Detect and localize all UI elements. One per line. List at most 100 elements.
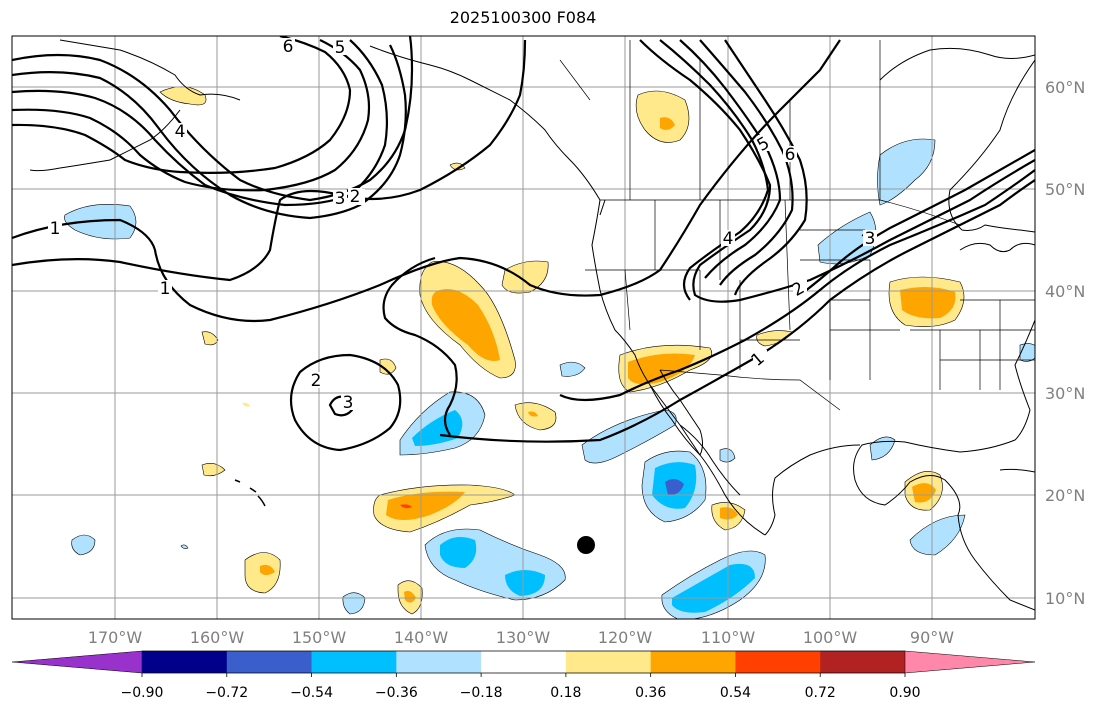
contour-label: 3 xyxy=(865,229,876,249)
contour-label: 6 xyxy=(283,37,294,57)
colorbar-bin xyxy=(311,651,397,673)
positive-anomaly-area xyxy=(449,162,466,171)
colorbar-bin xyxy=(565,651,652,673)
positive-anomaly-area xyxy=(386,491,465,520)
positive-anomaly-area xyxy=(260,564,275,575)
positive-anomaly-area xyxy=(900,286,956,319)
colorbar-tick-label: 0.90 xyxy=(889,685,920,701)
negative-anomaly-area xyxy=(909,514,966,556)
longitude-labels: 170°W 160°W 150°W 140°W 130°W 120°W 110°W 100°W… xyxy=(88,628,954,647)
state-borders xyxy=(585,199,1035,390)
contour-line xyxy=(659,39,770,301)
positive-anomaly-area xyxy=(379,358,397,375)
colorbar-bin xyxy=(396,651,482,673)
colorbar-labels: −0.90 −0.72 −0.54 −0.36 −0.18 0.18 0.36 0.54 0.7… xyxy=(121,673,921,701)
contour-line xyxy=(12,39,371,192)
colorbar xyxy=(11,650,1036,674)
positive-anomaly-area xyxy=(201,331,219,346)
contour-label: 3 xyxy=(343,393,354,413)
colorbar-bin xyxy=(650,651,736,673)
alaska-coastline xyxy=(29,39,241,172)
negative-anomaly-area xyxy=(440,536,477,568)
map-frame xyxy=(11,35,1036,620)
contour-label-background xyxy=(281,38,295,54)
contour-label: 1 xyxy=(160,279,171,299)
negative-anomaly-area xyxy=(180,544,189,549)
contour-line xyxy=(679,39,782,279)
contour-line xyxy=(12,36,352,174)
negative-anomaly-area xyxy=(505,570,545,596)
latitude-label: 50°N xyxy=(1045,180,1085,199)
negative-anomaly-area xyxy=(672,563,755,613)
colorbar-tick-label: 0.54 xyxy=(720,685,751,701)
negative-anomaly-area xyxy=(559,361,586,377)
hawaii-islands xyxy=(234,479,266,507)
positive-anomaly-area xyxy=(201,463,226,477)
colorbar-tick-label: −0.54 xyxy=(290,685,333,701)
contour-label-background xyxy=(721,230,735,246)
longitude-label: 130°W xyxy=(496,628,551,647)
longitude-label: 160°W xyxy=(190,628,245,647)
contour-line xyxy=(439,179,1035,443)
contour-line xyxy=(12,44,407,220)
colorbar-tick-label: −0.36 xyxy=(375,685,418,701)
colorbar-tick-label: −0.72 xyxy=(205,685,248,701)
contour-label-background xyxy=(348,188,362,204)
latitude-label: 40°N xyxy=(1045,282,1085,301)
longitude-label: 140°W xyxy=(394,628,449,647)
positive-anomaly-area xyxy=(635,90,690,143)
latitude-label: 10°N xyxy=(1045,589,1085,608)
positive-anomaly-area xyxy=(242,402,250,407)
latitude-label: 30°N xyxy=(1045,384,1085,403)
colorbar-bin xyxy=(481,651,567,673)
colorbar-bin xyxy=(142,651,228,673)
colorbar-extend-high xyxy=(904,650,1036,674)
us-mexico-border xyxy=(659,369,841,411)
contour-label-background xyxy=(753,350,767,366)
contour-label-background xyxy=(48,220,62,236)
latitude-label: 60°N xyxy=(1045,78,1085,97)
positive-anomaly-area xyxy=(912,483,936,503)
contour-label-background xyxy=(793,280,807,296)
contour-label: 4 xyxy=(175,122,186,142)
contour-label-background xyxy=(783,146,797,162)
hudson-coastline xyxy=(879,47,1035,81)
contour-label: 6 xyxy=(785,145,796,165)
baja-coastline xyxy=(649,369,703,456)
contour-line xyxy=(12,39,389,207)
negative-anomaly-area xyxy=(1019,343,1035,362)
contour-label-background xyxy=(173,123,187,139)
positive-anomaly-area xyxy=(660,117,675,130)
contour-label-background xyxy=(333,39,347,55)
positive-anomaly-area xyxy=(528,411,538,417)
contour-line xyxy=(559,169,1035,402)
contour-line xyxy=(289,353,402,452)
contour-line xyxy=(382,256,458,436)
colorbar-tick-label: 0.18 xyxy=(550,685,581,701)
longitude-label: 110°W xyxy=(701,628,756,647)
colorbar-outline xyxy=(142,650,905,674)
contour-label-background xyxy=(309,372,323,388)
longitude-label: 170°W xyxy=(88,628,143,647)
colorbar-bin xyxy=(226,651,313,673)
contour-label-background xyxy=(158,280,172,296)
colorbar-extend-low xyxy=(11,650,143,674)
contour-label-background xyxy=(863,230,877,246)
contour-label-background xyxy=(341,394,355,410)
contour-line xyxy=(12,39,527,282)
positive-anomaly-area xyxy=(720,507,738,520)
positive-anomaly-area xyxy=(400,504,412,509)
cuba-coastline xyxy=(999,468,1035,473)
colorbar-bin xyxy=(735,651,821,673)
contour-label: 2 xyxy=(350,187,361,207)
great-lakes-coastline xyxy=(959,242,1035,253)
contour-label: 5 xyxy=(335,38,346,58)
longitude-label: 150°W xyxy=(292,628,347,647)
location-marker xyxy=(577,536,595,554)
colorbar-tick-label: −0.18 xyxy=(460,685,503,701)
contour-labels: 65432112323456321 xyxy=(48,37,878,413)
longitude-label: 90°W xyxy=(910,628,954,647)
contour-label-background xyxy=(758,135,772,151)
positive-anomaly-area xyxy=(431,289,500,361)
contour-label: 2 xyxy=(311,371,322,391)
